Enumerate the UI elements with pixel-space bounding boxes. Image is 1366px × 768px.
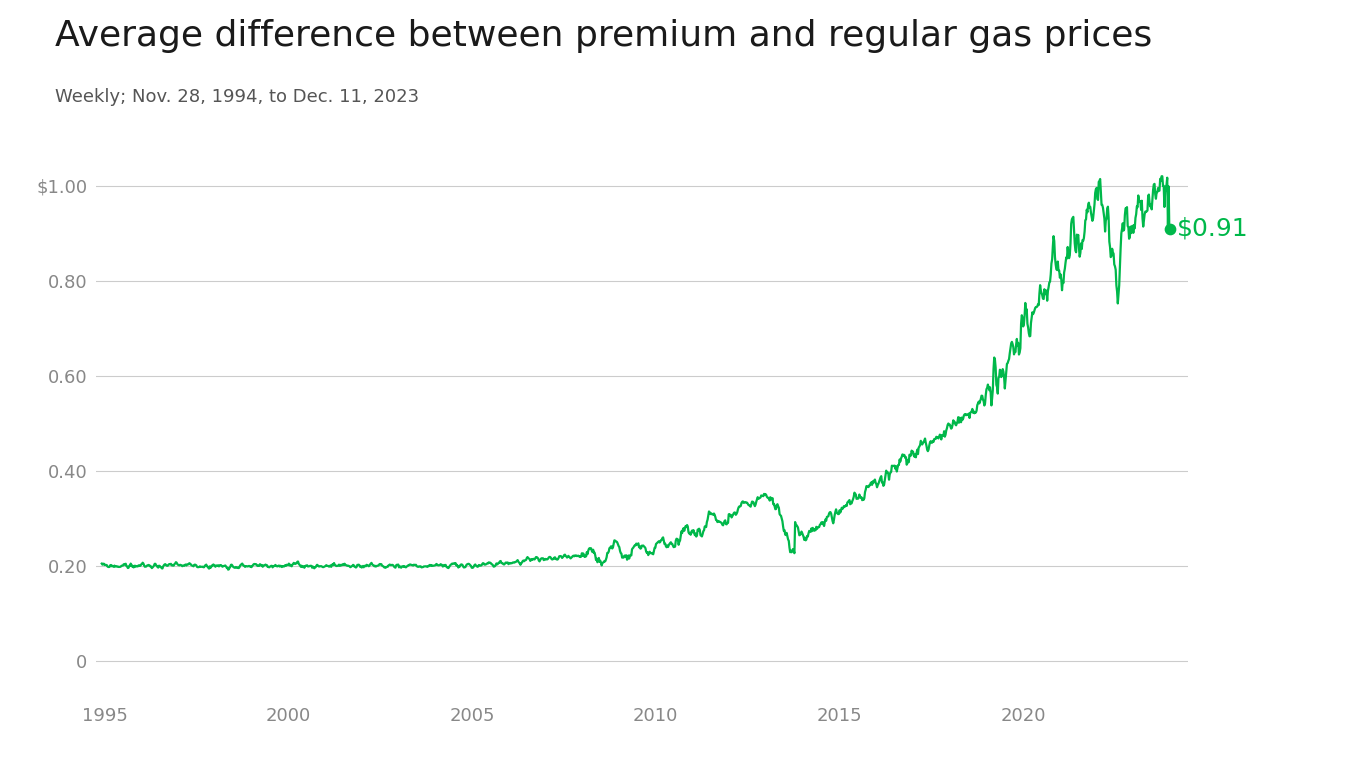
Point [1160,223,1182,235]
Text: Average difference between premium and regular gas prices: Average difference between premium and r… [55,19,1152,53]
Text: $0.91: $0.91 [1176,217,1249,240]
Text: Weekly; Nov. 28, 1994, to Dec. 11, 2023: Weekly; Nov. 28, 1994, to Dec. 11, 2023 [55,88,419,106]
